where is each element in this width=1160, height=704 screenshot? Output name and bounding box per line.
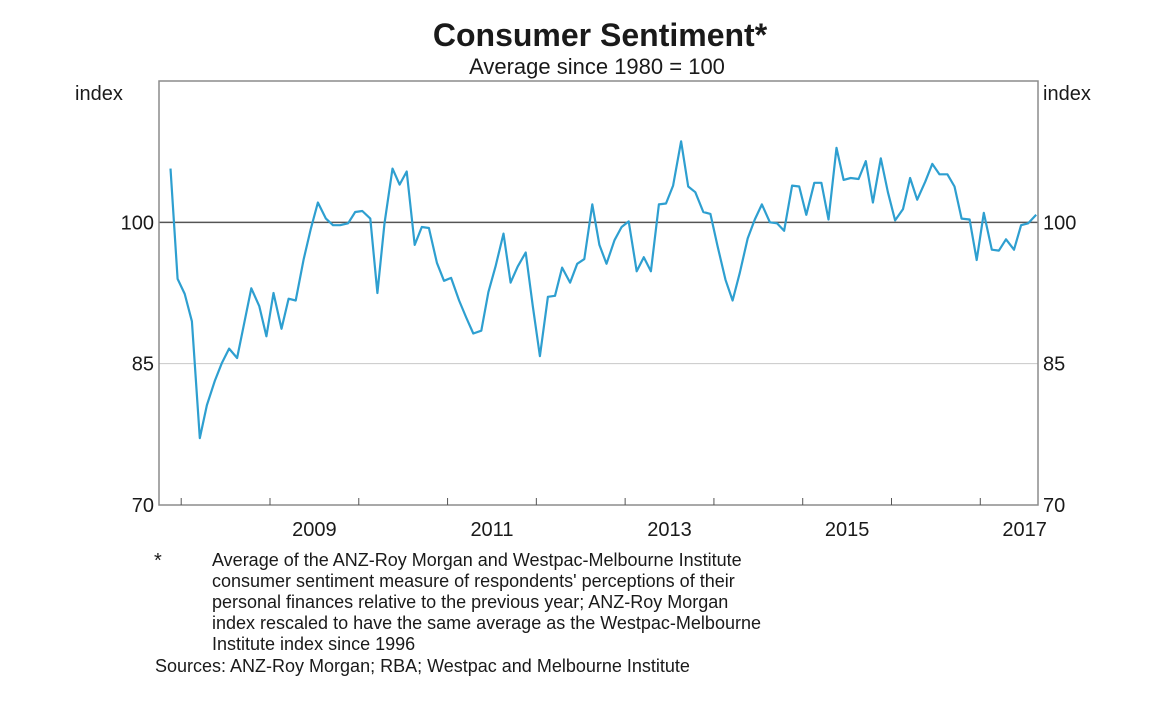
footnote-line: personal finances relative to the previo… — [212, 592, 729, 612]
x-tick-label: 2017 — [1002, 519, 1047, 541]
footnote-marker: * — [154, 550, 162, 572]
right-axis-unit: index — [1043, 83, 1091, 105]
series-layer — [169, 140, 1038, 440]
left-axis-unit: index — [75, 83, 123, 105]
x-tick-label: 2013 — [647, 519, 692, 541]
y-tick-label-left: 85 — [132, 354, 154, 376]
y-tick-label-right: 70 — [1043, 495, 1065, 517]
series-line-consumer-sentiment — [169, 140, 1038, 440]
axis-ticks: 70 70 85 85 100 100 2009 2011 2013 2015 2017 — [121, 212, 1077, 541]
footnote-line: Institute index since 1996 — [212, 634, 416, 654]
footnote-line: consumer sentiment measure of respondent… — [212, 571, 735, 591]
y-tick-label-right: 100 — [1043, 212, 1076, 234]
footnote-line: index rescaled to have the same average … — [212, 613, 761, 633]
plot-frame — [158, 80, 1039, 506]
footnote-text: Average of the ANZ-Roy Morgan and Westpa… — [212, 550, 1032, 655]
chart-subtitle: Average since 1980 = 100 — [469, 54, 725, 79]
x-tick-label: 2009 — [292, 519, 337, 541]
y-tick-label-left: 100 — [121, 212, 154, 234]
footnote-line: Average of the ANZ-Roy Morgan and Westpa… — [212, 550, 742, 570]
gridlines — [159, 221, 1038, 365]
x-tick-label: 2015 — [825, 519, 870, 541]
chart-title: Consumer Sentiment* — [433, 17, 768, 53]
x-tick-label: 2011 — [470, 519, 513, 541]
y-tick-label-right: 85 — [1043, 354, 1065, 376]
y-tick-label-left: 70 — [132, 495, 154, 517]
sources-note: Sources: ANZ-Roy Morgan; RBA; Westpac an… — [155, 656, 690, 676]
